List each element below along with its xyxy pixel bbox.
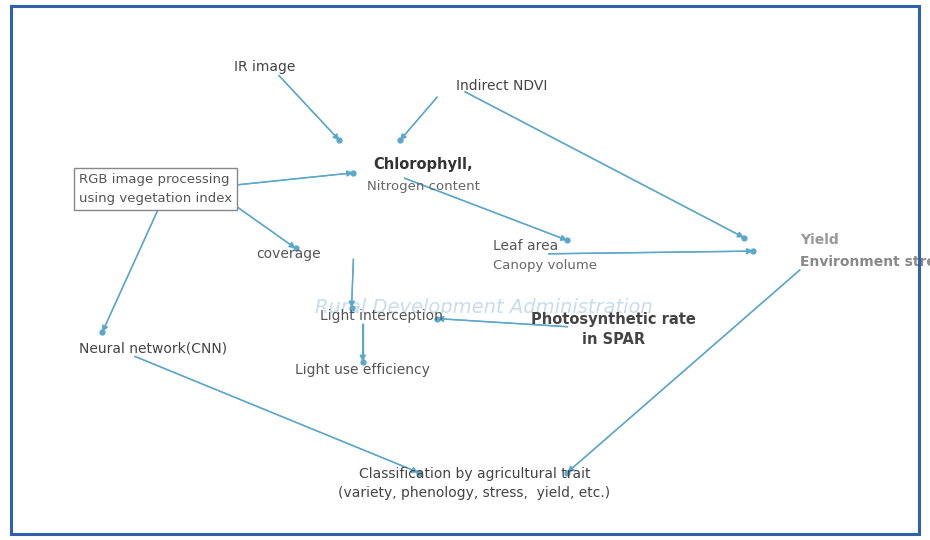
Text: Canopy volume: Canopy volume xyxy=(493,259,597,272)
Text: Neural network(CNN): Neural network(CNN) xyxy=(79,341,227,355)
Text: RGB image processing
using vegetation index: RGB image processing using vegetation in… xyxy=(79,173,232,205)
Text: Light use efficiency: Light use efficiency xyxy=(295,363,431,377)
Text: Yield: Yield xyxy=(800,233,839,247)
Text: Environment stress: Environment stress xyxy=(800,255,930,269)
Text: Nitrogen content: Nitrogen content xyxy=(366,180,480,193)
Text: coverage: coverage xyxy=(257,247,321,261)
Text: IR image: IR image xyxy=(234,60,296,75)
Text: Indirect NDVI: Indirect NDVI xyxy=(456,79,547,93)
Text: Classification by agricultural trait
(variety, phenology, stress,  yield, etc.): Classification by agricultural trait (va… xyxy=(339,467,610,500)
Text: Chlorophyll,: Chlorophyll, xyxy=(373,157,473,172)
Text: Photosynthetic rate
in SPAR: Photosynthetic rate in SPAR xyxy=(531,312,697,347)
Text: Leaf area: Leaf area xyxy=(493,239,558,253)
Text: Light interception: Light interception xyxy=(320,309,443,323)
Text: Rural Development Administration: Rural Development Administration xyxy=(314,298,653,318)
